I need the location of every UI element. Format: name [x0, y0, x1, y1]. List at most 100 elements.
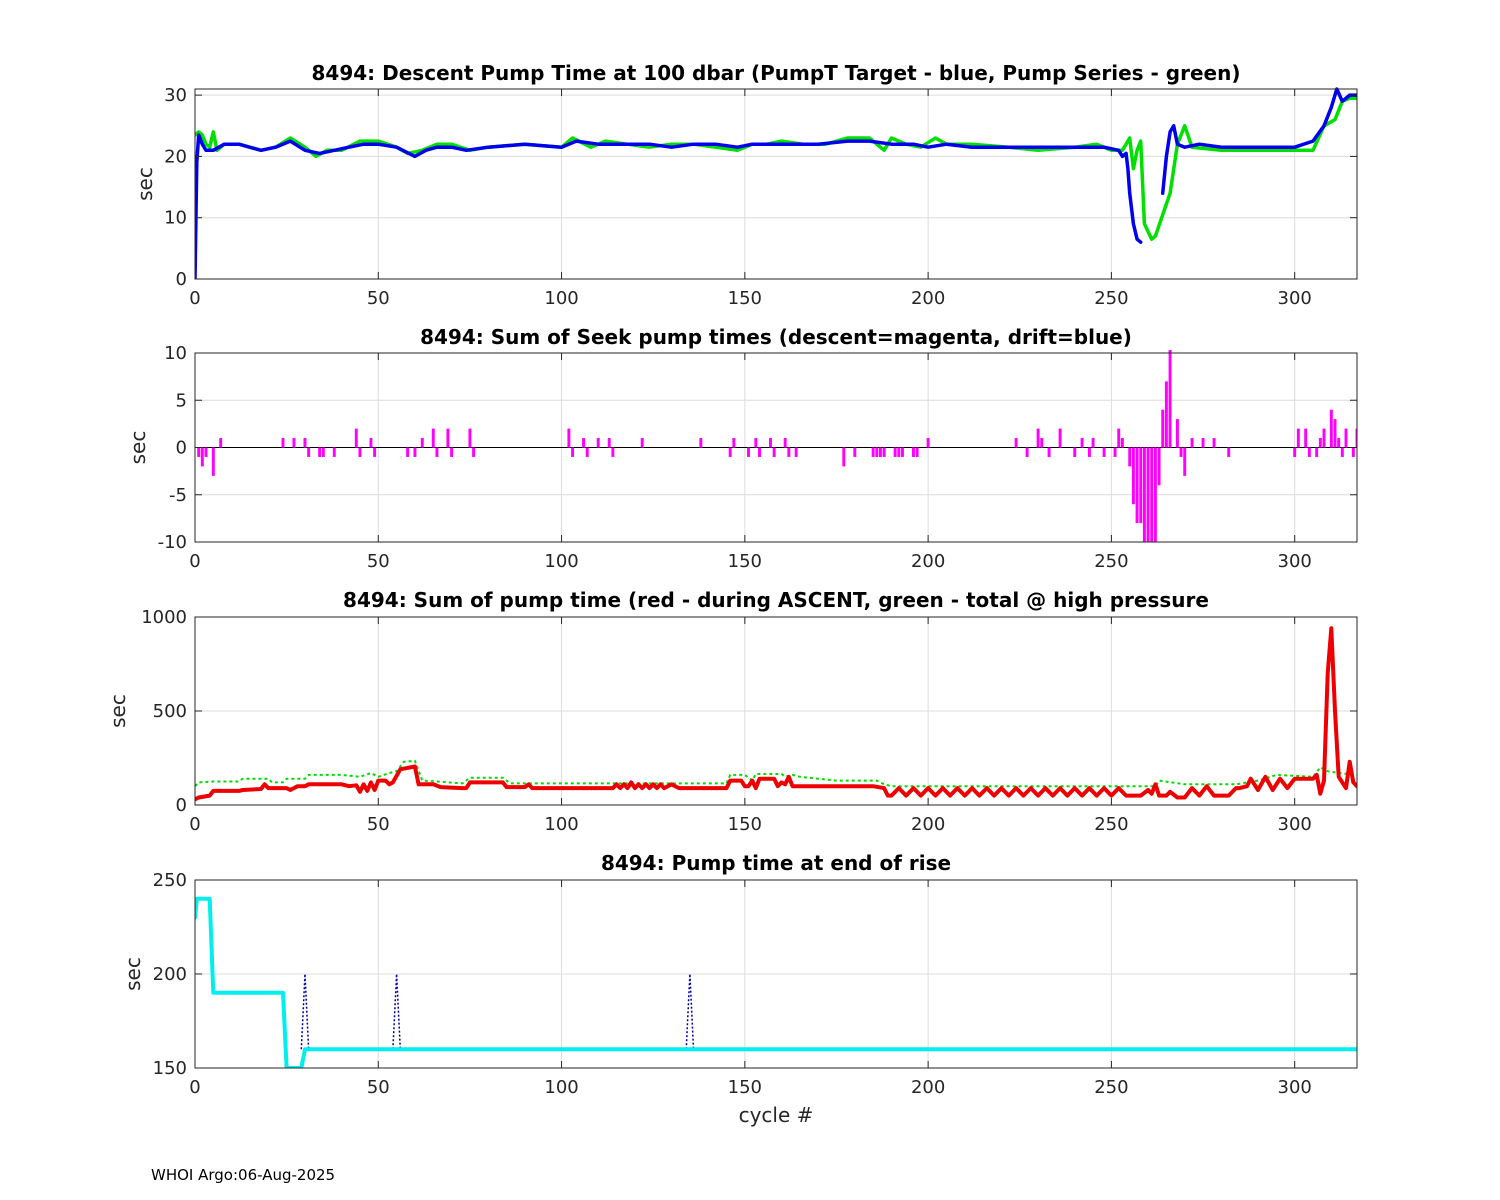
bar	[446, 428, 450, 448]
bar	[585, 447, 589, 457]
x-tick-label: 100	[544, 1077, 578, 1098]
bar	[1153, 447, 1157, 542]
bar	[596, 438, 600, 448]
bar	[1036, 428, 1040, 448]
y-tick-label: 200	[153, 964, 187, 985]
bar	[1040, 438, 1044, 448]
x-axis-label: cycle #	[739, 1103, 814, 1127]
bar	[897, 447, 901, 457]
series-line-2	[392, 973, 402, 1050]
data-layer	[195, 896, 1357, 1068]
bar	[747, 447, 750, 457]
y-tick-label: 250	[153, 870, 187, 891]
bar	[197, 447, 201, 457]
bar	[420, 438, 424, 448]
y-tick-label: -10	[158, 532, 187, 553]
bar	[772, 447, 776, 457]
data-layer	[195, 87, 1357, 279]
series-line-1	[300, 973, 310, 1050]
bar	[1333, 419, 1337, 448]
data-layer	[195, 350, 1357, 542]
bar	[307, 447, 311, 457]
bar	[1355, 428, 1357, 448]
x-tick-label: 0	[189, 814, 200, 835]
series-line-2	[195, 133, 1143, 279]
bar	[281, 438, 285, 448]
x-tick-label: 300	[1278, 551, 1312, 572]
bar	[1175, 419, 1179, 448]
bar	[1329, 409, 1333, 448]
bar	[450, 447, 454, 457]
bar	[607, 438, 611, 448]
bar	[732, 438, 736, 448]
x-tick-label: 300	[1278, 288, 1312, 309]
y-tick-label: 20	[164, 146, 187, 167]
bar	[769, 438, 772, 448]
x-tick-label: 250	[1094, 551, 1128, 572]
bar	[699, 438, 703, 448]
bar	[1161, 409, 1165, 448]
bar	[1080, 438, 1084, 448]
bar	[1058, 428, 1062, 448]
y-tick-label: 10	[164, 208, 187, 229]
bar	[1168, 350, 1172, 448]
x-tick-label: 300	[1278, 1077, 1312, 1098]
bar	[1322, 428, 1326, 448]
bar	[1091, 438, 1095, 448]
series-line-3	[1160, 87, 1357, 195]
bar	[1025, 447, 1029, 457]
chart-panel-4: 0 50 100 150 200 250 300 150 200 250 8494: Pump ti…	[121, 851, 1358, 1127]
bar	[1139, 447, 1143, 524]
bar	[787, 447, 791, 457]
bar	[1344, 428, 1348, 448]
bar	[211, 447, 215, 476]
bar	[582, 438, 586, 448]
bar	[611, 447, 615, 457]
x-tick-label: 0	[189, 288, 200, 309]
bar	[303, 438, 307, 448]
bar	[219, 438, 223, 448]
bar	[468, 428, 472, 448]
bar	[1304, 428, 1308, 448]
x-tick-label: 150	[728, 1077, 762, 1098]
bar	[1120, 438, 1124, 448]
x-tick-label: 300	[1278, 814, 1312, 835]
bar	[728, 447, 732, 457]
bar	[758, 447, 761, 457]
bar	[882, 447, 886, 457]
chart-title: 8494: Pump time at end of rise	[601, 851, 951, 875]
x-tick-label: 200	[911, 1077, 945, 1098]
bar	[1351, 447, 1355, 457]
x-tick-label: 150	[728, 288, 762, 309]
bar	[1212, 438, 1216, 448]
bar	[911, 447, 915, 457]
y-tick-label: 30	[164, 85, 187, 106]
bar	[1047, 447, 1051, 457]
bar	[292, 438, 296, 448]
bar	[1135, 447, 1139, 524]
bar	[783, 438, 787, 448]
series-line-3	[685, 973, 695, 1050]
bar	[794, 447, 798, 457]
x-tick-label: 100	[544, 551, 578, 572]
series-line-4	[195, 896, 1357, 1068]
bar	[369, 438, 373, 448]
bar	[373, 447, 377, 457]
bar	[571, 447, 575, 457]
bar	[200, 447, 204, 467]
bar	[754, 438, 758, 448]
chart-panel-2: 0 50 100 150 200 250 300 -10 -5 0 5 10 8494: Sum of …	[126, 325, 1358, 572]
footer-stamp: WHOI Argo:06-Aug-2025	[151, 1166, 336, 1184]
bar	[926, 438, 930, 448]
bar	[472, 447, 476, 457]
bar	[1315, 447, 1319, 457]
y-axis-label: sec	[106, 694, 130, 728]
bar	[1201, 438, 1205, 448]
x-tick-label: 250	[1094, 814, 1128, 835]
plot-area	[195, 89, 1357, 279]
y-tick-label: 0	[176, 438, 187, 459]
bar	[431, 428, 435, 448]
x-tick-label: 0	[189, 1077, 200, 1098]
bar	[1318, 438, 1322, 448]
